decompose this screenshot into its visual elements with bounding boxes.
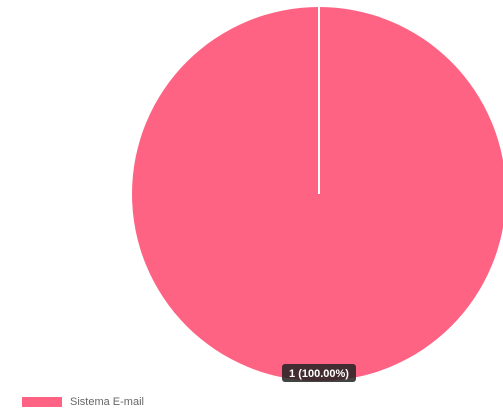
data-label-background [282,364,356,382]
slices-layer [132,7,503,381]
legend-label-sistema-email[interactable]: Sistema E-mail [70,396,144,408]
pie-slice-sistema-e-mail[interactable] [132,7,503,381]
data-label-text: 1 (100.00%) [289,368,349,380]
labels-layer: 1 (100.00%) [282,364,356,382]
legend: Sistema E-mail [22,394,144,410]
data-label-sistema-e-mail: 1 (100.00%) [282,364,356,382]
legend-swatch-sistema-email[interactable] [22,397,62,407]
